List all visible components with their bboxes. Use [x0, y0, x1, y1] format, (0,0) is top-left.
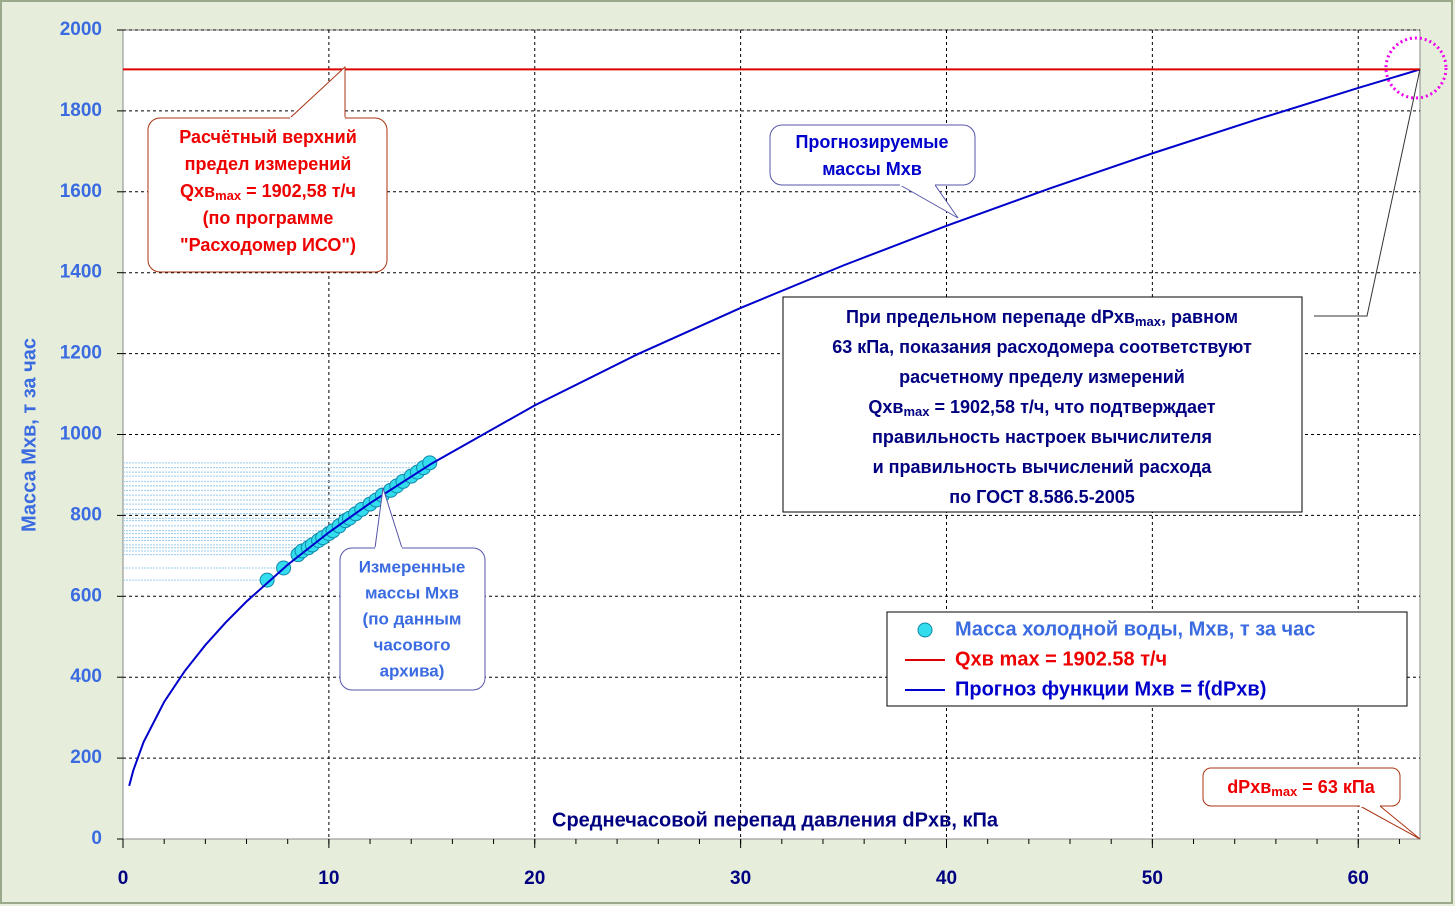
annotation-text: массы Мхв [365, 583, 459, 602]
annotation-text: расчетному пределу измерений [899, 367, 1185, 387]
y-tick-label: 400 [70, 666, 102, 687]
x-tick-label: 10 [318, 868, 339, 889]
y-tick-label: 800 [70, 504, 102, 525]
y-tick-label: 1400 [60, 262, 102, 283]
y-axis-label: Масса Мхв, т за час [18, 338, 40, 532]
x-tick-label: 50 [1142, 868, 1163, 889]
y-tick-label: 2000 [60, 19, 102, 40]
annotation-text: "Расходомер ИСО") [180, 235, 356, 255]
annotation-part: При предельном перепаде dPхв [846, 307, 1135, 327]
annotation-part: = 63 кПа [1297, 777, 1375, 797]
y-tick-label: 600 [70, 585, 102, 606]
y-tick-label: 1800 [60, 100, 102, 121]
y-tick-label: 0 [91, 828, 102, 849]
annotation-text: Измеренные [359, 557, 466, 576]
y-tick-label: 200 [70, 747, 102, 768]
annotation-text: (по программе [203, 208, 334, 228]
callout-box [1202, 767, 1401, 807]
annotation-part: dPхв [1227, 777, 1271, 797]
subscript: max [215, 188, 242, 203]
x-tick-label: 30 [730, 868, 751, 889]
callout-box [782, 296, 1303, 513]
annotation-text: (по данным [363, 609, 462, 628]
annotation-part: = 1902,58 т/ч [241, 181, 356, 201]
legend-label: Прогноз функции Мхв = f(dPхв) [955, 678, 1266, 700]
annotation-part: Qхв [868, 397, 903, 417]
annotation-text: предел измерений [185, 154, 352, 174]
scatter-point [259, 572, 275, 588]
subscript: max [1271, 784, 1298, 799]
annotation-text: Прогнозируемые [795, 132, 948, 152]
callout-box [339, 547, 486, 691]
highlight-circle [1384, 36, 1448, 100]
annotation-text: При предельном перепаде dPхвmax, равном [846, 307, 1238, 330]
x-tick-label: 40 [936, 868, 957, 889]
x-axis-label: Среднечасовой перепад давления dPхв, кПа [552, 809, 999, 831]
annotation-text: 63 кПа, показания расходомера соответств… [832, 337, 1252, 357]
annotation-text: часового [373, 635, 450, 654]
x-tick-label: 60 [1348, 868, 1369, 889]
legend-label: Масса холодной воды, Мхв, т за час [955, 618, 1315, 640]
forecast-line [128, 68, 1421, 787]
annotation-text: по ГОСТ 8.586.5-2005 [949, 487, 1134, 507]
legend-box [886, 611, 1408, 707]
subscript: max [903, 404, 930, 419]
annotation-part: = 1902,58 т/ч, что подтверждает [929, 397, 1215, 417]
annotation-text: правильность настроек вычислителя [872, 427, 1212, 447]
callout-box [769, 124, 976, 186]
pointer-line [1314, 68, 1421, 317]
annotation-text: массы Мхв [822, 159, 922, 179]
annotation-part: Qхв [180, 181, 215, 201]
annotation-text: архива) [380, 661, 445, 680]
annotation-text: Расчётный верхний [179, 127, 357, 147]
callout-box [147, 117, 388, 273]
legend-label: Qхв max = 1902.58 т/ч [955, 648, 1167, 670]
x-tick-label: 20 [524, 868, 545, 889]
x-tick-label: 0 [118, 868, 129, 889]
subscript: max [1135, 314, 1162, 329]
legend-marker [917, 622, 933, 638]
annotation-text: Qхвmax = 1902,58 т/ч [180, 181, 356, 204]
annotation-text: dPхвmax = 63 кПа [1227, 777, 1376, 800]
y-tick-label: 1000 [60, 424, 102, 445]
annotation-part: , равном [1161, 307, 1238, 327]
annotation-text: Qхвmax = 1902,58 т/ч, что подтверждает [868, 397, 1215, 420]
y-tick-label: 1600 [60, 181, 102, 202]
annotation-text: и правильность вычислений расхода [873, 457, 1213, 477]
y-tick-label: 1200 [60, 343, 102, 364]
